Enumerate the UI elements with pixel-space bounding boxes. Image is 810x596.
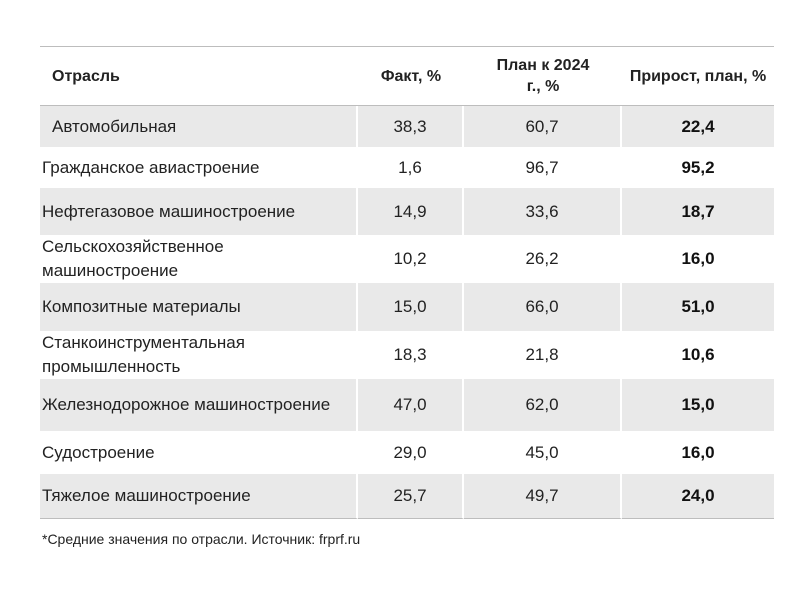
- cell-fact: 47,0: [358, 379, 464, 431]
- cell-growth: 10,6: [681, 345, 715, 364]
- cell-industry: Тяжелое машиностроение: [40, 474, 358, 519]
- cell-fact: 14,9: [358, 188, 464, 235]
- cell-growth: 95,2: [681, 157, 715, 177]
- table-header: Отрасль Факт, % План к 2024 г., % Прирос…: [40, 46, 774, 106]
- cell-fact: 29,0: [358, 431, 464, 474]
- source-footnote: *Средние значения по отрасли. Источник: …: [42, 531, 361, 547]
- cell-growth: 51,0: [622, 283, 774, 331]
- table-row: Композитные материалы 15,0 66,0 51,0: [40, 283, 774, 331]
- cell-growth: 15,0: [622, 379, 774, 431]
- cell-growth: 22,4: [622, 106, 774, 147]
- industry-table: Отрасль Факт, % План к 2024 г., % Прирос…: [40, 46, 774, 519]
- table-row: Сельскохозяйственное машиностроение 10,2…: [40, 235, 774, 283]
- cell-plan: 45,0: [464, 431, 622, 474]
- cell-fact: 15,0: [358, 283, 464, 331]
- table-row: Автомобильная 38,3 60,7 22,4: [40, 106, 774, 147]
- cell-industry: Композитные материалы: [40, 283, 358, 331]
- header-growth: Прирост, план, %: [622, 46, 774, 106]
- cell-industry: Гражданское авиастроение: [40, 147, 358, 188]
- cell-industry: Автомобильная: [40, 106, 358, 147]
- cell-plan: 33,6: [464, 188, 622, 235]
- header-industry: Отрасль: [40, 46, 358, 106]
- cell-industry: Станкоинструментальная промышленность: [40, 331, 358, 379]
- cell-plan: 49,7: [464, 474, 622, 519]
- cell-fact: 10,2: [358, 235, 464, 283]
- cell-plan: 60,7: [464, 106, 622, 147]
- cell-industry: Сельскохозяйственное машиностроение: [40, 235, 358, 283]
- table-row: Судостроение 29,0 45,0 16,0: [40, 431, 774, 474]
- header-plan: План к 2024 г., %: [464, 46, 622, 106]
- cell-plan: 21,8: [464, 331, 622, 379]
- table-row: Нефтегазовое машиностроение 14,9 33,6 18…: [40, 188, 774, 235]
- cell-growth: 16,0: [681, 249, 715, 268]
- header-fact: Факт, %: [358, 46, 464, 106]
- cell-growth: 18,7: [622, 188, 774, 235]
- cell-plan: 26,2: [464, 235, 622, 283]
- cell-fact: 38,3: [358, 106, 464, 147]
- table-row: Железнодорожное машиностроение 47,0 62,0…: [40, 379, 774, 431]
- table-body: Автомобильная 38,3 60,7 22,4 Гражданское…: [40, 106, 774, 519]
- cell-fact: 18,3: [358, 331, 464, 379]
- header-row: Отрасль Факт, % План к 2024 г., % Прирос…: [40, 46, 774, 106]
- cell-plan: 96,7: [464, 147, 622, 188]
- cell-industry: Нефтегазовое машиностроение: [40, 188, 358, 235]
- cell-plan: 66,0: [464, 283, 622, 331]
- cell-growth: 24,0: [622, 474, 774, 519]
- industry-table-container: Отрасль Факт, % План к 2024 г., % Прирос…: [40, 46, 774, 519]
- cell-fact: 25,7: [358, 474, 464, 519]
- table-row: Тяжелое машиностроение 25,7 49,7 24,0: [40, 474, 774, 519]
- cell-plan: 62,0: [464, 379, 622, 431]
- cell-industry: Судостроение: [40, 431, 358, 474]
- table-row: Гражданское авиастроение 1,6 96,7 95,2: [40, 147, 774, 188]
- cell-fact: 1,6: [358, 147, 464, 188]
- table-row: Станкоинструментальная промышленность 18…: [40, 331, 774, 379]
- cell-industry: Железнодорожное машиностроение: [40, 379, 358, 431]
- cell-growth: 16,0: [681, 442, 715, 462]
